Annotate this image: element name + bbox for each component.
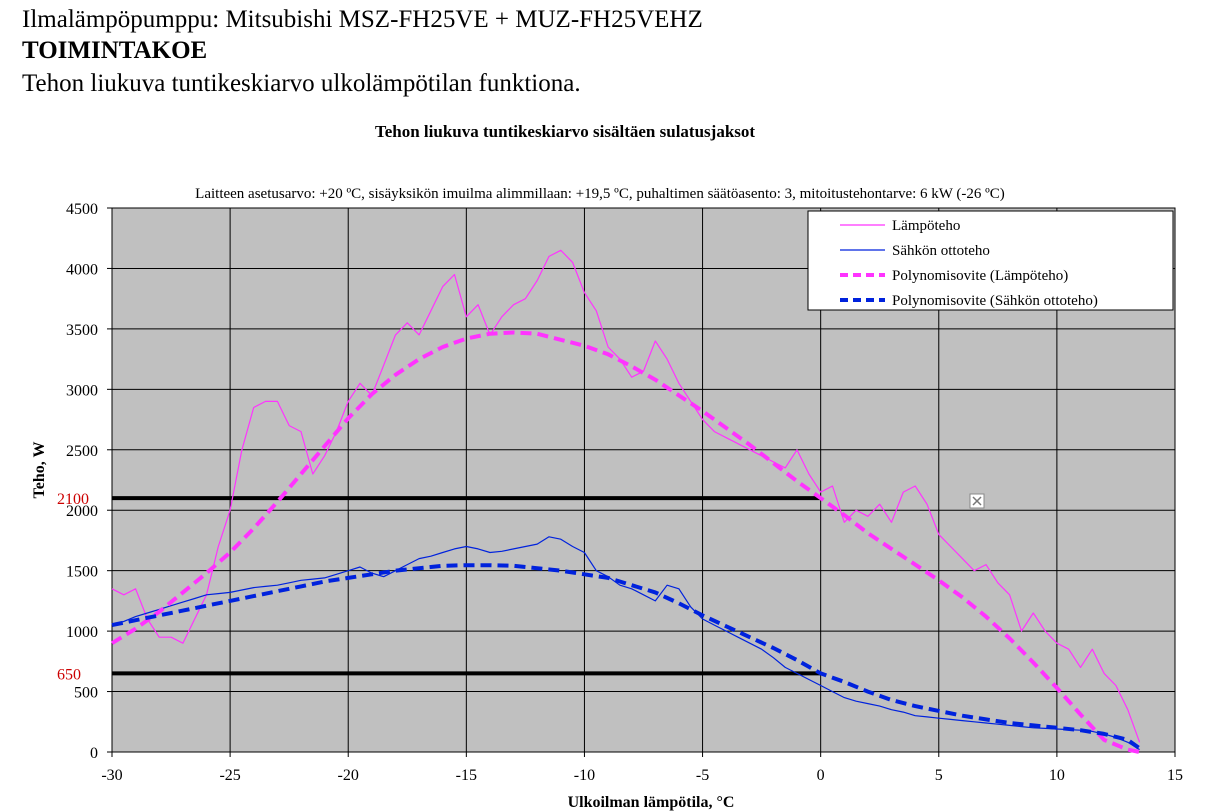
reference-line-label: 2100 xyxy=(57,491,89,508)
header-description: Tehon liukuva tuntikeskiarvo ulkolämpöti… xyxy=(22,70,581,97)
series-line xyxy=(111,536,1140,751)
chart-subtitle: Laitteen asetusarvo: +20 ºC, sisäyksikön… xyxy=(195,186,1005,202)
series-group xyxy=(110,249,1141,754)
legend-label: Polynomisovite (Lämpöteho) xyxy=(892,268,1068,284)
y-tick-label: 0 xyxy=(90,745,98,762)
legend-label: Sähkön ottoteho xyxy=(892,243,990,259)
x-tick-label: -10 xyxy=(574,767,595,784)
x-tick-label: -25 xyxy=(219,767,240,784)
x-tick-label: -30 xyxy=(101,767,122,784)
header-section: TOIMINTAKOE xyxy=(22,37,208,64)
legend-box xyxy=(807,210,1174,311)
series-line xyxy=(110,330,1140,754)
legend-label: Polynomisovite (Sähkön ottoteho) xyxy=(892,293,1098,309)
y-tick-label: 3000 xyxy=(66,382,98,399)
grid-lines xyxy=(111,207,1176,753)
legend: Lämpöteho Sähkön ottoteho Polynomisovite (… xyxy=(807,210,1174,311)
x-tick-label: 5 xyxy=(935,767,943,784)
y-tick-label: 4500 xyxy=(66,201,98,218)
x-tick-label: 10 xyxy=(1049,767,1065,784)
x-tick-label: 15 xyxy=(1167,767,1183,784)
y-tick-label: 1500 xyxy=(66,564,98,581)
reference-line-label: 650 xyxy=(57,666,81,683)
y-tick-label: 3500 xyxy=(66,322,98,339)
y-axis-label: Teho, W xyxy=(31,442,48,499)
x-axis-label: Ulkoilman lämpötila, °C xyxy=(568,794,735,811)
y-tick-label: 500 xyxy=(74,685,98,702)
series-line xyxy=(111,563,1141,751)
x-tick-label: -5 xyxy=(696,767,709,784)
y-tick-label: 1000 xyxy=(66,624,98,641)
reference-lines: 2100 650 xyxy=(57,491,821,683)
legend-label: Lämpöteho xyxy=(892,218,960,234)
x-tick-label: -15 xyxy=(456,767,477,784)
header-device: Ilmalämpöpumppu: Mitsubishi MSZ-FH25VE +… xyxy=(22,6,703,33)
y-axis-ticks: 0 500 1000 1500 2000 2500 3000 3500 4000 4500 xyxy=(66,201,112,762)
chart-title: Tehon liukuva tuntikeskiarvo sisältäen s… xyxy=(375,122,755,141)
series-line xyxy=(111,249,1141,743)
x-tick-label: -20 xyxy=(338,767,359,784)
y-tick-label: 2000 xyxy=(66,503,98,520)
close-icon[interactable] xyxy=(969,493,985,509)
x-axis-ticks: -30 -25 -20 -15 -10 -5 0 5 10 15 xyxy=(101,752,1183,784)
x-tick-label: 0 xyxy=(817,767,825,784)
y-tick-label: 4000 xyxy=(66,261,98,278)
y-tick-label: 2500 xyxy=(66,443,98,460)
